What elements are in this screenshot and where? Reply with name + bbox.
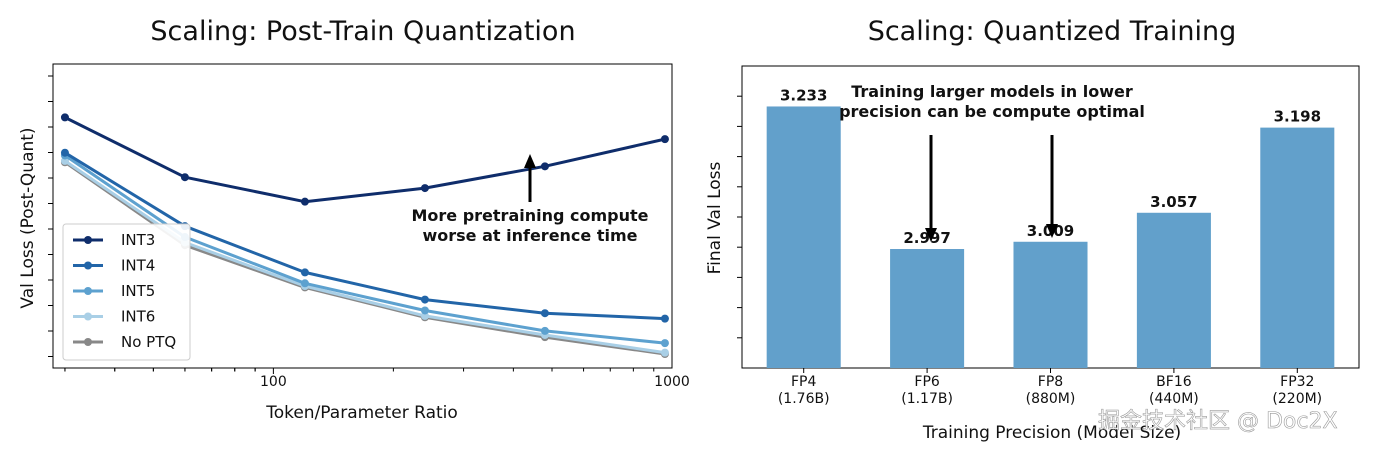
watermark-text: 掘金技术社区 @ Doc2X xyxy=(1098,409,1338,434)
x-tick-label-fp6: FP6 xyxy=(914,374,939,390)
x-tick-label-fp8: FP8 xyxy=(1038,374,1063,390)
right-chart-title: Scaling: Quantized Training xyxy=(868,16,1237,47)
left-y-axis-ticks xyxy=(48,75,53,357)
left-legend: INT3 INT4 INT5 INT6 No PTQ xyxy=(73,231,176,351)
series-line-int4 xyxy=(64,151,665,321)
bar-fp4 xyxy=(766,106,841,368)
series-point-int5 xyxy=(300,279,309,288)
series-point-int3 xyxy=(300,197,309,206)
series-point-int4 xyxy=(540,309,549,318)
right-bars-group: 3.233FP4(1.76B)2.997FP6(1.17B)3.009FP8(8… xyxy=(766,86,1335,407)
right-annotation-line-2: precision can be compute optimal xyxy=(839,102,1145,121)
x-tick-label-fp32: FP32 xyxy=(1280,374,1314,390)
bar-value-label-fp32: 3.198 xyxy=(1274,108,1321,126)
series-point-int5 xyxy=(540,326,549,335)
series-point-int4 xyxy=(660,314,669,323)
series-line-int5 xyxy=(64,154,666,345)
x-tick-label-bf16: BF16 xyxy=(1156,374,1192,390)
legend-label-int4: INT4 xyxy=(121,257,155,275)
left-plot-frame xyxy=(52,63,673,369)
legend-label-int5: INT5 xyxy=(121,282,155,300)
series-point-int6 xyxy=(660,348,669,357)
left-annotation-line-2: worse at inference time xyxy=(422,226,637,245)
right-x-axis-label: Training Precision (Model Size) xyxy=(922,423,1181,443)
bar-fp32 xyxy=(1260,127,1335,368)
left-x-axis-label: Token/Parameter Ratio xyxy=(265,403,458,423)
bar-value-label-bf16: 3.057 xyxy=(1150,193,1197,211)
x-tick-sublabel-bf16: (440M) xyxy=(1149,391,1199,407)
bar-fp8 xyxy=(1013,241,1088,368)
legend-swatch-marker xyxy=(84,236,92,244)
right-y-axis-label: Final Val Loss xyxy=(705,161,725,274)
series-point-int3 xyxy=(660,135,669,144)
legend-label-int3: INT3 xyxy=(121,231,155,249)
series-point-int3 xyxy=(180,173,189,182)
left-chart-title: Scaling: Post-Train Quantization xyxy=(150,16,575,47)
series-point-int4 xyxy=(60,148,69,157)
series-point-int4 xyxy=(420,295,429,304)
left-x-axis-ticks xyxy=(64,368,655,374)
x-tick-sublabel-fp8: (880M) xyxy=(1026,391,1076,407)
left-legend-box xyxy=(62,223,191,361)
legend-swatch-marker xyxy=(84,261,92,270)
bar-fp6 xyxy=(890,249,965,368)
right-annotation-arrow-2-head xyxy=(1046,224,1058,238)
bar-bf16 xyxy=(1136,212,1211,368)
legend-swatch-marker xyxy=(84,287,92,295)
right-annotation-arrow-1-head xyxy=(925,228,937,242)
right-y-axis-ticks xyxy=(737,95,742,339)
series-point-int3 xyxy=(420,184,429,193)
series-point-int5 xyxy=(420,306,429,315)
legend-swatch-marker xyxy=(84,338,92,346)
legend-swatch-marker xyxy=(84,312,92,321)
left-annotation-arrow-head xyxy=(524,154,536,168)
x-tick-sublabel-fp32: (220M) xyxy=(1272,391,1322,407)
series-point-int3 xyxy=(60,113,69,122)
left-y-axis-label: Val Loss (Post-Quant) xyxy=(18,127,38,308)
legend-label-int6: INT6 xyxy=(121,308,155,326)
series-point-int4 xyxy=(300,268,309,277)
x-tick-sublabel-fp4: (1.76B) xyxy=(778,391,830,407)
series-point-int3 xyxy=(540,162,549,171)
left-x-tick-label-100: 100 xyxy=(260,374,287,390)
left-x-tick-label-1000: 1000 xyxy=(654,374,690,390)
x-tick-label-fp4: FP4 xyxy=(791,374,816,390)
right-annotation-line-1: Training larger models in lower xyxy=(851,82,1133,101)
x-tick-sublabel-fp6: (1.17B) xyxy=(901,391,953,407)
legend-label-no-ptq: No PTQ xyxy=(121,333,176,351)
series-line-int3 xyxy=(64,116,666,204)
bar-value-label-fp6: 2.997 xyxy=(903,229,950,247)
bar-value-label-fp4: 3.233 xyxy=(780,86,827,104)
left-annotation-line-1: More pretraining compute xyxy=(411,206,648,225)
series-point-int5 xyxy=(660,339,669,348)
